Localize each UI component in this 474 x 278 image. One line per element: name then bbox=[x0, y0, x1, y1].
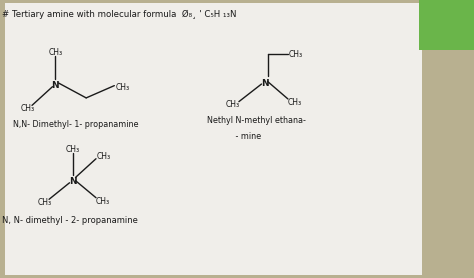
Text: N,N- Dimethyl- 1- propanamine: N,N- Dimethyl- 1- propanamine bbox=[13, 120, 138, 129]
Text: N: N bbox=[261, 79, 268, 88]
Text: CH₃: CH₃ bbox=[288, 50, 302, 59]
Text: N: N bbox=[52, 81, 59, 90]
Text: CH₃: CH₃ bbox=[65, 145, 79, 154]
Text: CH₃: CH₃ bbox=[96, 152, 110, 161]
Text: - mine: - mine bbox=[228, 132, 261, 141]
Text: N: N bbox=[69, 177, 76, 186]
Text: N, N- dimethyl - 2- propanamine: N, N- dimethyl - 2- propanamine bbox=[2, 216, 138, 225]
Text: CH₃: CH₃ bbox=[20, 104, 35, 113]
Text: CH₃: CH₃ bbox=[96, 197, 110, 206]
Text: CH₃: CH₃ bbox=[37, 198, 52, 207]
Text: # Tertiary amine with molecular formula  Ø₈¸ ' C₅H ₁₃N: # Tertiary amine with molecular formula … bbox=[2, 10, 237, 19]
Text: CH₃: CH₃ bbox=[226, 100, 240, 109]
Text: CH₃: CH₃ bbox=[288, 98, 302, 107]
Text: Nethyl N-methyl ethana-: Nethyl N-methyl ethana- bbox=[207, 116, 306, 125]
Text: CH₃: CH₃ bbox=[48, 48, 62, 57]
Text: CH₃: CH₃ bbox=[115, 83, 129, 92]
